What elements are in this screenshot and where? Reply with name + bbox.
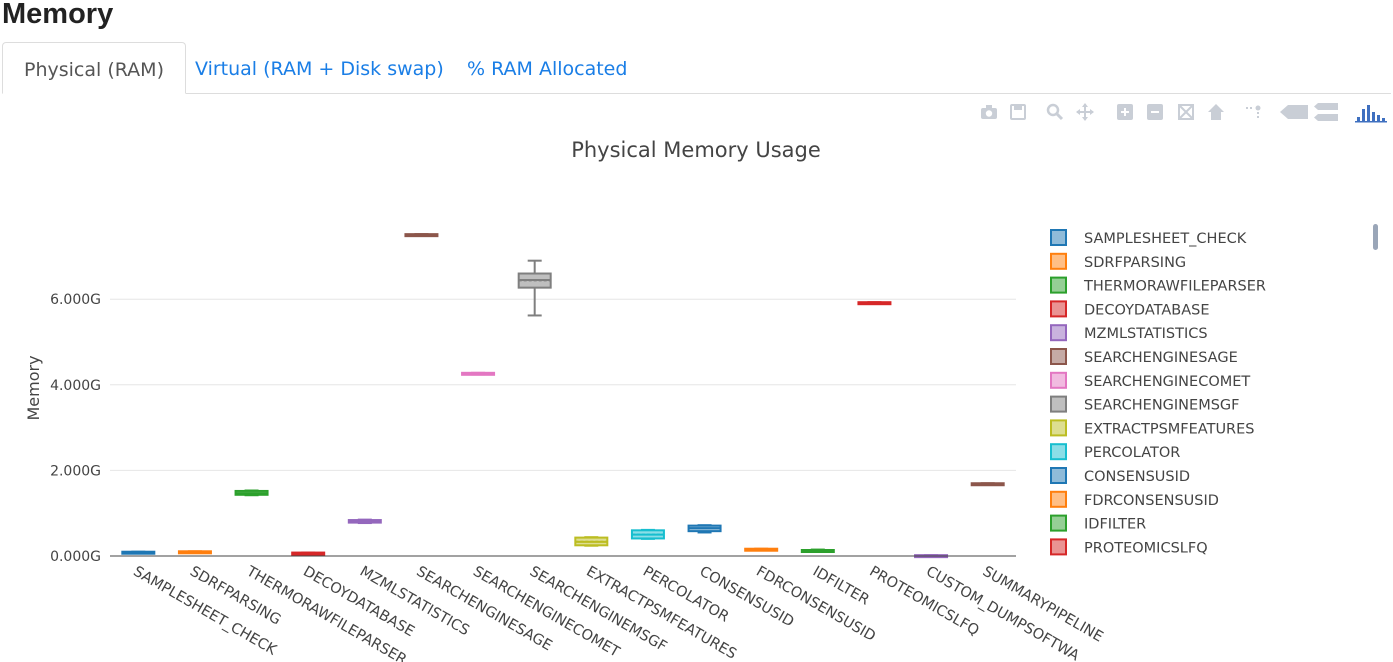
plotly-logo-icon[interactable] [1354, 100, 1390, 124]
y-tick-label: 2.000G [50, 463, 101, 479]
legend-swatch [1050, 252, 1067, 270]
legend-label: SAMPLESHEET_CHECK [1084, 231, 1247, 247]
box-plots [121, 233, 1005, 559]
legend-label: MZMLSTATISTICS [1084, 326, 1208, 342]
save-icon[interactable] [1007, 100, 1029, 124]
camera-icon[interactable] [978, 100, 1000, 124]
box-proteomicslfq[interactable] [857, 301, 892, 306]
box-searchenginemsgf[interactable] [517, 259, 552, 317]
x-tick-label: CONSENSUSID [697, 564, 797, 631]
legend-swatch [1050, 443, 1067, 461]
legend: SAMPLESHEET_CHECK SDRFPARSING THERMORAWFIL… [1050, 229, 1266, 556]
chart-modebar [976, 100, 1391, 124]
legend-item[interactable]: SDRFPARSING [1050, 252, 1186, 271]
grid-lines [110, 298, 1016, 471]
legend-item[interactable]: FDRCONSENSUSID [1050, 490, 1219, 509]
spike-lines-icon[interactable] [1243, 100, 1265, 124]
y-axis-ticks: 0.000G 2.000G 4.000G 6.000G [50, 292, 101, 565]
legend-label: FDRCONSENSUSID [1084, 493, 1219, 509]
legend-swatch [1050, 538, 1067, 556]
tab-percent-ram-allocated[interactable]: % RAM Allocated [467, 58, 628, 80]
autoscale-icon[interactable] [1175, 100, 1197, 124]
legend-label: PROTEOMICSLFQ [1084, 540, 1208, 556]
box-extractpsmfeatures[interactable] [574, 536, 609, 547]
legend-swatch [1050, 490, 1067, 508]
box-decoydatabase[interactable] [291, 551, 326, 556]
x-axis-ticks: SAMPLESHEET_CHECKSDRFPARSINGTHERMORAWFIL… [130, 563, 1105, 662]
box-consensusid[interactable] [687, 524, 722, 534]
legend-swatch [1050, 229, 1067, 246]
legend-swatch [1050, 324, 1067, 342]
page-title: Memory [2, 0, 114, 30]
legend-swatch [1050, 371, 1067, 389]
legend-label: SEARCHENGINECOMET [1084, 374, 1250, 390]
box-samplesheet_check[interactable] [121, 550, 156, 555]
legend-item[interactable]: PERCOLATOR [1050, 443, 1180, 461]
box-sdrfparsing[interactable] [177, 550, 212, 555]
legend-swatch [1050, 276, 1067, 294]
legend-label: THERMORAWFILEPARSER [1083, 279, 1266, 295]
box-fdrconsensusid[interactable] [744, 547, 779, 552]
legend-label: IDFILTER [1084, 517, 1146, 533]
box-percolator[interactable] [630, 528, 665, 540]
legend-label: SEARCHENGINESAGE [1084, 350, 1238, 366]
box-searchenginesage[interactable] [404, 233, 439, 238]
legend-item[interactable]: SAMPLESHEET_CHECK [1050, 229, 1247, 247]
legend-item[interactable]: EXTRACTPSMFEATURES [1050, 419, 1255, 437]
legend-swatch [1050, 419, 1067, 437]
hover-compare-icon[interactable] [1314, 100, 1342, 124]
y-tick-label: 0.000G [50, 549, 101, 565]
legend-label: PERCOLATOR [1084, 445, 1180, 461]
legend-swatch [1050, 467, 1067, 484]
box-summarypipeline[interactable] [970, 482, 1005, 487]
legend-scrollbar[interactable] [1373, 224, 1378, 250]
legend-item[interactable]: CONSENSUSID [1050, 467, 1190, 485]
legend-item[interactable]: IDFILTER [1050, 514, 1146, 533]
y-axis-label: Memory [24, 355, 43, 420]
legend-item[interactable]: MZMLSTATISTICS [1050, 324, 1208, 342]
legend-item[interactable]: SEARCHENGINECOMET [1050, 371, 1250, 390]
tab-bar: Physical (RAM) Virtual (RAM + Disk swap)… [2, 42, 1391, 94]
box-mzmlstatistics[interactable] [347, 518, 382, 525]
box-idfilter[interactable] [800, 548, 835, 554]
legend-swatch [1050, 348, 1067, 365]
hover-closest-icon[interactable] [1278, 100, 1310, 124]
legend-item[interactable]: SEARCHENGINEMSGF [1050, 395, 1240, 414]
y-tick-label: 6.000G [50, 292, 101, 308]
legend-item[interactable]: SEARCHENGINESAGE [1050, 348, 1238, 366]
legend-swatch [1050, 300, 1067, 318]
zoom-in-icon[interactable] [1114, 100, 1136, 124]
legend-item[interactable]: DECOYDATABASE [1050, 300, 1210, 318]
legend-swatch [1050, 514, 1067, 532]
legend-swatch [1050, 395, 1067, 413]
box-thermorawfileparser[interactable] [234, 489, 269, 497]
legend-item[interactable]: PROTEOMICSLFQ [1050, 538, 1208, 556]
reset-axes-icon[interactable] [1205, 100, 1227, 124]
legend-label: SDRFPARSING [1084, 255, 1186, 271]
box-searchenginecomet[interactable] [461, 371, 496, 376]
tab-physical-ram[interactable]: Physical (RAM) [2, 42, 186, 94]
legend-label: SEARCHENGINEMSGF [1084, 398, 1240, 414]
legend-item[interactable]: THERMORAWFILEPARSER [1050, 276, 1266, 295]
chart-title: Physical Memory Usage [571, 138, 821, 162]
legend-label: CONSENSUSID [1084, 469, 1190, 485]
pan-icon[interactable] [1074, 100, 1096, 124]
y-tick-label: 4.000G [50, 378, 101, 394]
zoom-out-icon[interactable] [1144, 100, 1166, 124]
physical-memory-chart: Physical Memory Usage Memory 0.000G 2.000… [24, 138, 1266, 662]
tab-virtual-ram-disk-swap[interactable]: Virtual (RAM + Disk swap) [195, 58, 444, 80]
zoom-icon[interactable] [1044, 100, 1066, 124]
legend-label: DECOYDATABASE [1084, 302, 1210, 318]
legend-label: EXTRACTPSMFEATURES [1084, 421, 1255, 437]
